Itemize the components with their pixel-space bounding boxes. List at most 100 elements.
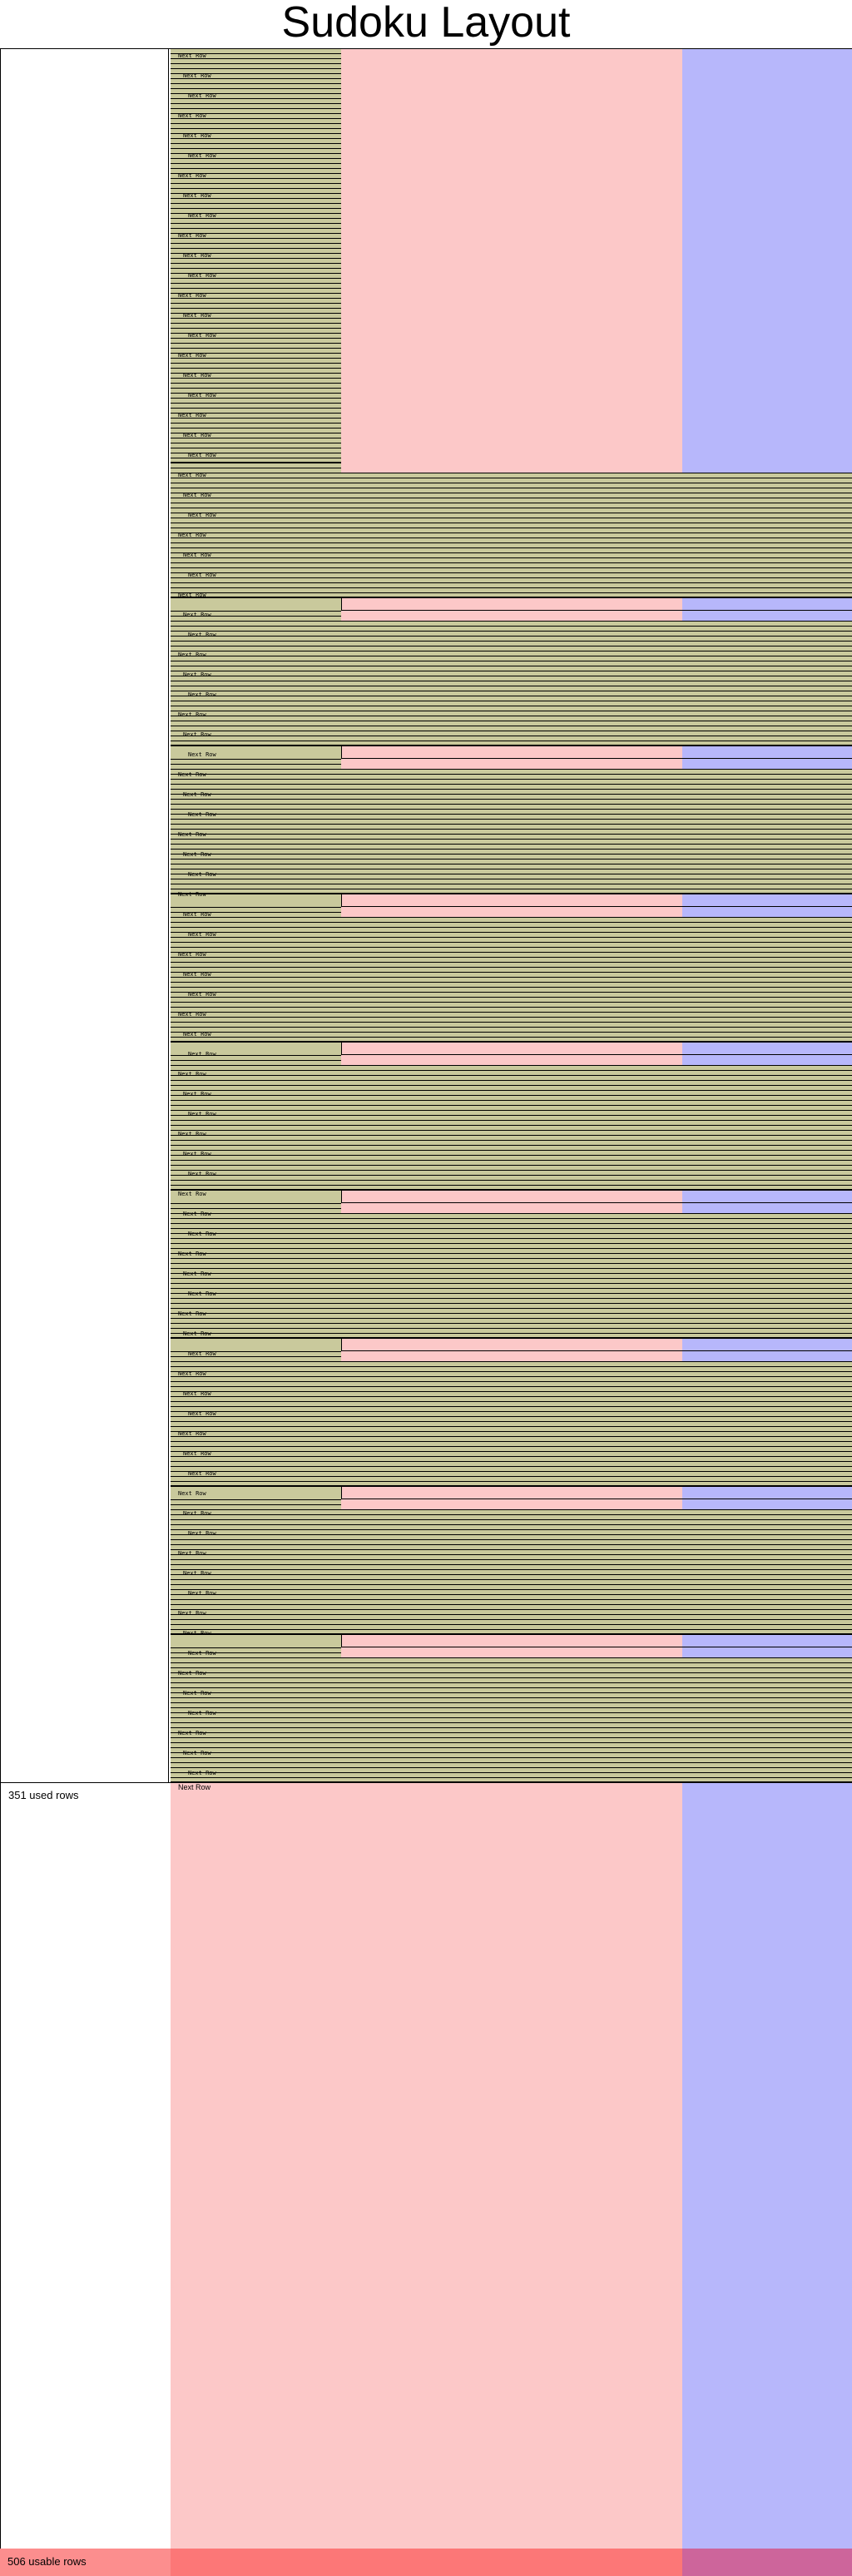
used-row (171, 671, 852, 676)
next-row-marker: Next Row (188, 332, 216, 339)
used-row (171, 1514, 852, 1519)
next-row-marker: Next Row (178, 232, 206, 239)
used-row (171, 592, 852, 597)
used-row (171, 1303, 852, 1308)
used-row (171, 223, 341, 228)
used-row (171, 518, 852, 523)
next-row-marker: Next Row (188, 1650, 216, 1657)
used-row (171, 133, 341, 138)
used-row (171, 128, 341, 133)
used-row (171, 498, 852, 503)
used-row (171, 1318, 852, 1323)
used-row (171, 661, 852, 666)
used-row (171, 952, 852, 957)
next-row-marker: Next Row (178, 592, 206, 598)
next-row-marker: Next Row (188, 1171, 216, 1177)
used-row (171, 398, 341, 403)
used-row (171, 273, 341, 278)
used-row (171, 1243, 852, 1248)
used-row (171, 691, 852, 696)
used-row (171, 711, 852, 716)
used-row (171, 1667, 852, 1672)
used-row (171, 1396, 852, 1401)
used-row (171, 696, 852, 701)
section-bar-pink (341, 1042, 682, 1055)
used-row (171, 1614, 852, 1619)
used-row (171, 483, 852, 488)
next-row-marker: Next Row (183, 1390, 211, 1397)
used-row (171, 1150, 852, 1155)
used-row (171, 1140, 852, 1145)
used-row (171, 1120, 852, 1125)
next-row-marker: Next Row (188, 1590, 216, 1597)
used-row (171, 358, 341, 363)
used-row (171, 148, 341, 153)
used-row (171, 1539, 852, 1544)
used-row (171, 458, 341, 463)
used-row (171, 1115, 852, 1120)
used-row (171, 353, 341, 358)
used-row (171, 1328, 852, 1333)
used-row (171, 676, 852, 681)
used-row (171, 1677, 852, 1682)
next-row-marker: Next Row (188, 1470, 216, 1477)
section-gap-row (171, 894, 341, 907)
used-row (171, 869, 852, 874)
used-row (171, 759, 341, 764)
used-row (171, 168, 341, 173)
used-row (171, 1534, 852, 1539)
section-gap-row (171, 1190, 341, 1203)
used-row (171, 1519, 852, 1524)
used-row (171, 1007, 852, 1012)
used-row (171, 1732, 852, 1737)
next-row-marker: Next Row (183, 1750, 211, 1756)
used-row (171, 1692, 852, 1697)
used-row (171, 1652, 341, 1657)
used-row (171, 378, 341, 383)
used-row (171, 844, 852, 849)
next-row-marker: Next Row (178, 1610, 206, 1617)
used-row (171, 1022, 852, 1027)
next-row-marker: Next Row (188, 272, 216, 279)
used-row (171, 1461, 852, 1466)
used-row (171, 468, 341, 473)
used-row (171, 1594, 852, 1599)
section-bar-pink (341, 1338, 682, 1351)
used-row (171, 1293, 852, 1298)
used-row (171, 572, 852, 577)
left-border (0, 48, 1, 2549)
used-row (171, 1381, 852, 1386)
used-row (171, 1130, 852, 1135)
next-row-marker: Next Row (178, 771, 206, 778)
used-row (171, 686, 852, 691)
used-row (171, 854, 852, 859)
used-row (171, 731, 852, 736)
used-row (171, 864, 852, 869)
section-gap-row (171, 746, 341, 759)
next-row-marker: Next Row (178, 1670, 206, 1677)
used-row (171, 1366, 852, 1371)
used-row (171, 824, 852, 829)
used-row (171, 1712, 852, 1717)
next-row-marker: Next Row (178, 1191, 206, 1197)
used-row (171, 1002, 852, 1007)
used-row (171, 78, 341, 83)
next-row-marker: Next Row (178, 1310, 206, 1317)
used-row (171, 942, 852, 947)
used-row (171, 98, 341, 103)
used-row (171, 1431, 852, 1436)
used-row (171, 681, 852, 686)
used-row (171, 1604, 852, 1609)
used-row (171, 428, 341, 433)
used-row (171, 1203, 341, 1208)
used-row (171, 68, 341, 73)
section-bar-blue (682, 1338, 852, 1351)
used-row (171, 1080, 852, 1085)
next-row-marker: Next Row (188, 931, 216, 938)
used-row (171, 1777, 852, 1782)
next-row-marker: Next Row (183, 1271, 211, 1277)
next-row-marker: Next Row (178, 1430, 206, 1437)
used-row (171, 1707, 852, 1712)
next-row-marker: Next Row (188, 392, 216, 399)
used-row (171, 922, 852, 927)
